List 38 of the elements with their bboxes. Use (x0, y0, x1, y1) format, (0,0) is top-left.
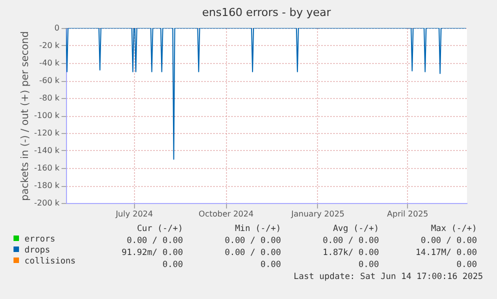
text: Max (-/+) (430, 224, 477, 234)
x-tick-label: July 2024 (114, 210, 153, 218)
text: 0.00 (260, 260, 281, 270)
y-tick-label: -200 k (34, 198, 60, 208)
line-series (66, 28, 466, 160)
legend-label: collisions (24, 256, 76, 266)
x-tick-label: January 2025 (290, 210, 344, 218)
text: 14.17M/ 0.00 (416, 248, 477, 258)
text: 0.00 / 0.00 (224, 236, 281, 246)
text: Last update: Sat Jun 14 17:00:16 2025 (294, 272, 483, 282)
y-tick-label: -20 k (39, 41, 60, 50)
y-axis-title: packets in (-) / out (+) per second (20, 31, 32, 201)
x-tick-label: April 2025 (387, 210, 428, 218)
text: Cur (-/+) (136, 224, 183, 234)
text: 0.00 (456, 260, 477, 270)
legend-label: errors (24, 234, 56, 244)
x-tick-label: October 2024 (198, 210, 254, 218)
y-tick-label: -40 k (39, 58, 60, 68)
y-tick-label: -140 k (34, 146, 60, 155)
text: 1.87k/ 0.00 (322, 248, 379, 258)
text: Avg (-/+) (332, 224, 379, 234)
text: 0.00 (162, 260, 183, 270)
text: 0.00 / 0.00 (420, 236, 477, 246)
y-tick-label: -180 k (34, 181, 60, 190)
chart-title: ens160 errors - by year (202, 6, 332, 19)
legend-label: drops (24, 245, 50, 256)
y-tick-label: 0 (54, 24, 60, 32)
text: 0.00 / 0.00 (126, 236, 183, 246)
y-tick-label: -120 k (34, 128, 60, 138)
text: 0.00 / 0.00 (322, 236, 379, 246)
y-tick-label: -80 k (39, 94, 60, 102)
text: 0.00 (358, 260, 379, 270)
text: 91.92m/ 0.00 (122, 248, 183, 258)
text: 0.00 / 0.00 (224, 248, 281, 258)
y-tick-label: -100 k (34, 111, 60, 120)
text: Min (-/+) (234, 224, 281, 234)
y-tick-label: -160 k (34, 164, 60, 172)
y-tick-label: -60 k (39, 76, 60, 85)
